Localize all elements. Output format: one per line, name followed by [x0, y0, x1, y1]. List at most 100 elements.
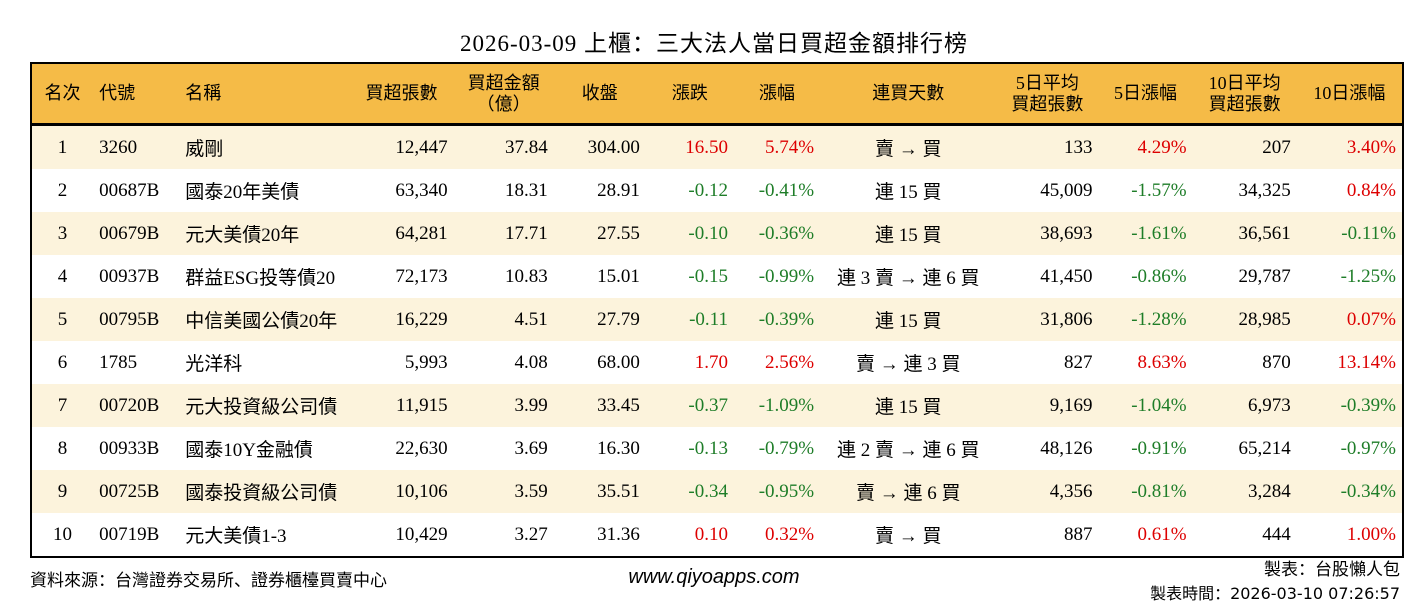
cell-stock-code: 3260: [93, 124, 180, 169]
cell-stock-name: 群益ESG投等債20: [179, 255, 350, 298]
website-url: www.qiyoapps.com: [628, 566, 800, 588]
cell-stock-name: 國泰投資級公司債: [179, 470, 350, 513]
cell-streak: 賣 → 買: [820, 513, 997, 557]
cell-pct-10d: -0.39%: [1296, 384, 1403, 427]
cell-pct-5d: -1.28%: [1098, 298, 1193, 341]
col-header-change: 漲跌: [645, 63, 734, 126]
cell-change: -0.11: [645, 298, 734, 341]
col-header-close: 收盤: [553, 63, 646, 126]
cell-avg5-volume: 41,450: [996, 255, 1099, 298]
table-body: 1 3260 威剛 12,447 37.84 304.00 16.50 5.74…: [31, 124, 1403, 557]
cell-avg5-volume: 827: [996, 341, 1099, 384]
cell-stock-code: 00720B: [93, 384, 180, 427]
cell-change: 0.10: [645, 513, 734, 557]
cell-stock-code: 00795B: [93, 298, 180, 341]
cell-net-buy-volume: 22,630: [349, 427, 454, 470]
col-header-streak: 連買天數: [820, 63, 997, 126]
cell-rank: 9: [31, 470, 94, 513]
table-row: 2 00687B 國泰20年美債 63,340 18.31 28.91 -0.1…: [31, 169, 1403, 212]
cell-net-buy-volume: 5,993: [349, 341, 454, 384]
col-header-pct-10d: 10日漲幅: [1296, 63, 1403, 126]
cell-pct-5d: -1.57%: [1098, 169, 1193, 212]
cell-rank: 2: [31, 169, 94, 212]
cell-change-pct: -0.99%: [733, 255, 821, 298]
table-row: 1 3260 威剛 12,447 37.84 304.00 16.50 5.74…: [31, 124, 1403, 169]
cell-avg10-volume: 870: [1192, 341, 1297, 384]
cell-change-pct: -1.09%: [733, 384, 821, 427]
cell-avg10-volume: 6,973: [1192, 384, 1297, 427]
cell-pct-10d: 3.40%: [1296, 124, 1403, 169]
cell-stock-code: 1785: [93, 341, 180, 384]
cell-streak: 賣 → 連 3 買: [820, 341, 997, 384]
cell-change-pct: -0.39%: [733, 298, 821, 341]
cell-net-buy-amount: 4.08: [453, 341, 554, 384]
cell-pct-10d: -0.97%: [1296, 427, 1403, 470]
cell-stock-name: 中信美國公債20年: [179, 298, 350, 341]
cell-close: 35.51: [553, 470, 646, 513]
cell-net-buy-volume: 72,173: [349, 255, 454, 298]
cell-change: -0.10: [645, 212, 734, 255]
cell-stock-code: 00719B: [93, 513, 180, 557]
cell-close: 27.55: [553, 212, 646, 255]
cell-pct-10d: -0.34%: [1296, 470, 1403, 513]
cell-net-buy-amount: 37.84: [453, 124, 554, 169]
cell-streak: 連 3 賣 → 連 6 買: [820, 255, 997, 298]
cell-avg10-volume: 207: [1192, 124, 1297, 169]
cell-net-buy-amount: 3.99: [453, 384, 554, 427]
ranking-table: 名次 代號 名稱 買超張數 買超金額 （億） 收盤 漲跌 漲幅 連買天數 5日平…: [30, 62, 1404, 558]
cell-stock-code: 00687B: [93, 169, 180, 212]
col-header-pct-5d: 5日漲幅: [1098, 63, 1193, 126]
cell-pct-10d: 0.07%: [1296, 298, 1403, 341]
col-header-net-buy-volume: 買超張數: [349, 63, 454, 126]
cell-pct-5d: -1.04%: [1098, 384, 1193, 427]
cell-avg10-volume: 444: [1192, 513, 1297, 557]
col-header-avg5-volume: 5日平均 買超張數: [996, 63, 1099, 126]
cell-streak: 賣 → 買: [820, 124, 997, 169]
cell-avg5-volume: 48,126: [996, 427, 1099, 470]
cell-net-buy-volume: 63,340: [349, 169, 454, 212]
table-row: 3 00679B 元大美債20年 64,281 17.71 27.55 -0.1…: [31, 212, 1403, 255]
cell-pct-5d: 4.29%: [1098, 124, 1193, 169]
cell-change: 1.70: [645, 341, 734, 384]
cell-change: -0.15: [645, 255, 734, 298]
cell-pct-10d: 0.84%: [1296, 169, 1403, 212]
table-row: 7 00720B 元大投資級公司債 11,915 3.99 33.45 -0.3…: [31, 384, 1403, 427]
cell-net-buy-amount: 3.69: [453, 427, 554, 470]
table-row: 10 00719B 元大美債1-3 10,429 3.27 31.36 0.10…: [31, 513, 1403, 557]
cell-streak: 連 2 賣 → 連 6 買: [820, 427, 997, 470]
cell-stock-code: 00679B: [93, 212, 180, 255]
cell-avg10-volume: 28,985: [1192, 298, 1297, 341]
cell-change: -0.34: [645, 470, 734, 513]
cell-net-buy-amount: 3.59: [453, 470, 554, 513]
cell-close: 27.79: [553, 298, 646, 341]
cell-rank: 3: [31, 212, 94, 255]
cell-streak: 賣 → 連 6 買: [820, 470, 997, 513]
cell-stock-name: 元大美債20年: [179, 212, 350, 255]
cell-rank: 8: [31, 427, 94, 470]
cell-net-buy-amount: 3.27: [453, 513, 554, 557]
table-row: 8 00933B 國泰10Y金融債 22,630 3.69 16.30 -0.1…: [31, 427, 1403, 470]
cell-change-pct: -0.41%: [733, 169, 821, 212]
cell-stock-name: 國泰20年美債: [179, 169, 350, 212]
col-header-net-buy-amount: 買超金額 （億）: [453, 63, 554, 126]
cell-change-pct: 0.32%: [733, 513, 821, 557]
cell-stock-name: 威剛: [179, 124, 350, 169]
cell-pct-10d: -0.11%: [1296, 212, 1403, 255]
cell-change: -0.13: [645, 427, 734, 470]
cell-stock-code: 00725B: [93, 470, 180, 513]
cell-net-buy-volume: 64,281: [349, 212, 454, 255]
table-header-row: 名次 代號 名稱 買超張數 買超金額 （億） 收盤 漲跌 漲幅 連買天數 5日平…: [31, 63, 1403, 126]
report-maker: 製表：台股懶人包: [1264, 560, 1400, 579]
cell-change-pct: -0.36%: [733, 212, 821, 255]
cell-change-pct: -0.79%: [733, 427, 821, 470]
cell-pct-5d: -0.86%: [1098, 255, 1193, 298]
cell-avg5-volume: 31,806: [996, 298, 1099, 341]
cell-pct-5d: -0.91%: [1098, 427, 1193, 470]
cell-pct-5d: 8.63%: [1098, 341, 1193, 384]
cell-close: 33.45: [553, 384, 646, 427]
report-credits: 製表：台股懶人包 製表時間：2026-03-10 07:26:57: [1150, 558, 1400, 606]
cell-close: 304.00: [553, 124, 646, 169]
cell-rank: 1: [31, 124, 94, 169]
cell-avg5-volume: 887: [996, 513, 1099, 557]
cell-change: -0.37: [645, 384, 734, 427]
